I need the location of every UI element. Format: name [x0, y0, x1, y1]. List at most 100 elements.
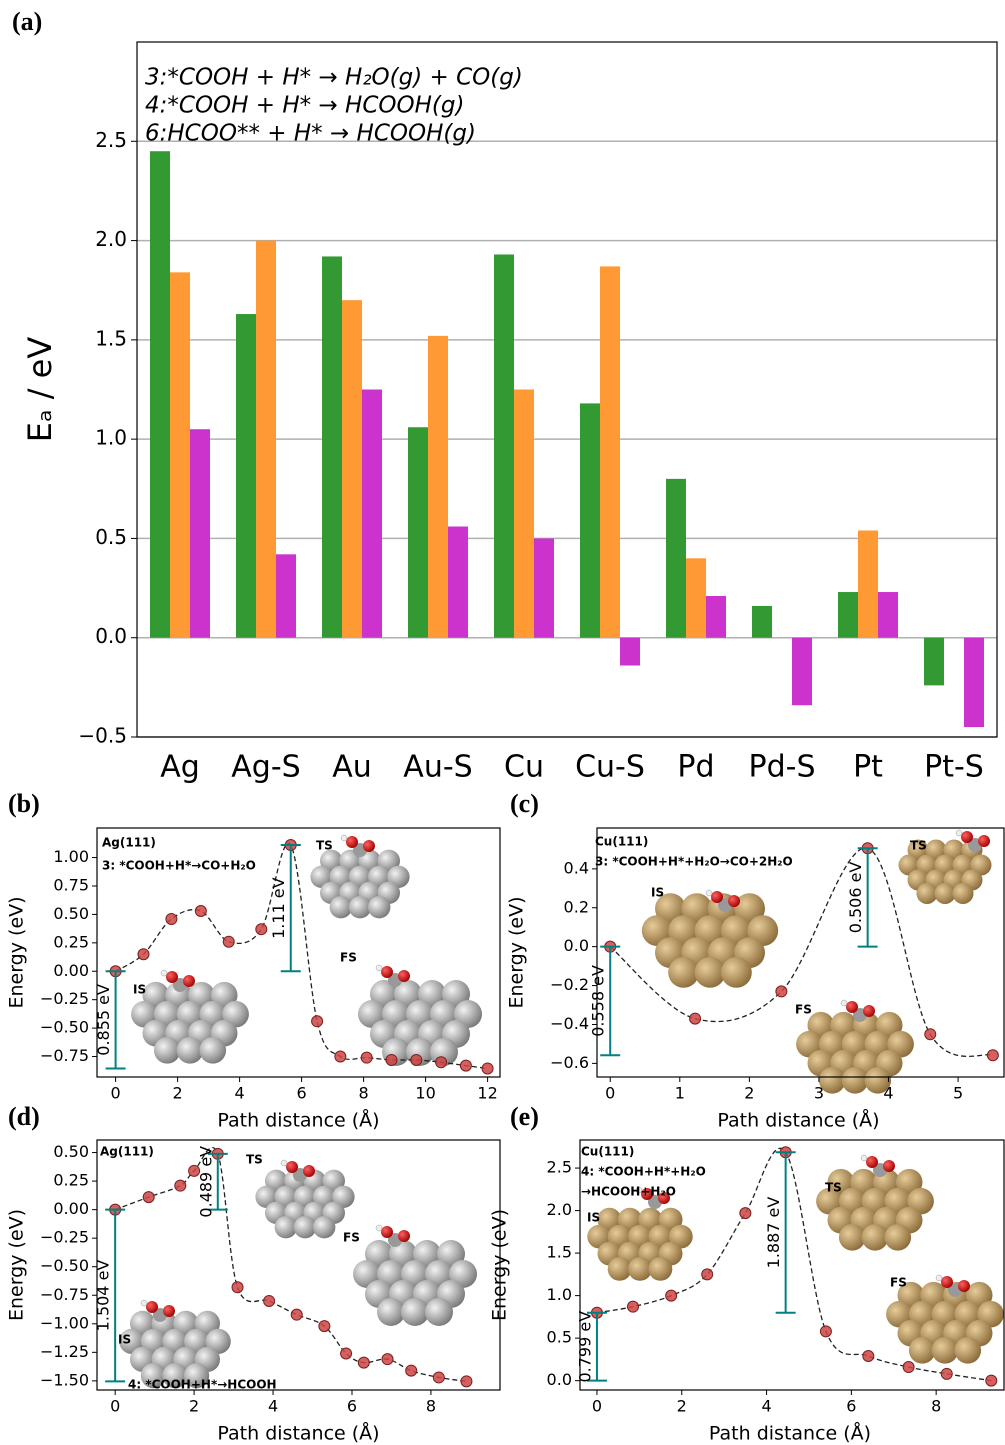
- x-tick-label: 2: [744, 1084, 754, 1103]
- annotation-text: Cu(111): [581, 1145, 634, 1159]
- data-point: [666, 1290, 677, 1301]
- data-point: [702, 1269, 713, 1280]
- data-point: [690, 1013, 701, 1024]
- x-axis-label: Path distance (Å): [217, 1422, 379, 1445]
- x-tick-label: 8: [426, 1397, 436, 1416]
- y-tick-label: −1.25: [40, 1342, 89, 1361]
- bar: [924, 638, 944, 686]
- bar: [666, 479, 686, 638]
- x-tick-label: 2: [189, 1397, 199, 1416]
- annotation-text: TS: [316, 839, 333, 853]
- bar: [494, 254, 514, 637]
- x-tick-label: 2: [173, 1084, 183, 1103]
- y-tick-label: 0.5: [547, 1328, 572, 1347]
- data-point: [820, 1326, 831, 1337]
- energy-label: 1.504 eV: [94, 1260, 113, 1332]
- y-tick-label: −0.6: [550, 1053, 589, 1072]
- data-point: [925, 1029, 936, 1040]
- x-tick-label: 8: [931, 1397, 941, 1416]
- y-tick-label: −0.5: [78, 724, 127, 748]
- y-tick-label: 0.5: [95, 525, 127, 549]
- y-tick-label: 2.5: [547, 1158, 572, 1177]
- bar: [428, 336, 448, 638]
- x-tick-label: 0: [110, 1397, 120, 1416]
- data-point: [358, 1357, 369, 1368]
- bar: [878, 592, 898, 638]
- panel-label: (a): [12, 7, 42, 36]
- bar: [752, 606, 772, 638]
- annotation-text: TS: [825, 1181, 842, 1195]
- annotation-text: 3: *COOH+H*→CO+H₂O: [102, 859, 256, 873]
- data-point: [319, 1321, 330, 1332]
- legend-entry: 3:*COOH + H* → H₂O(g) + CO(g): [145, 65, 523, 91]
- x-tick-label: 4: [883, 1084, 893, 1103]
- annotation-text: Cu(111): [595, 835, 648, 849]
- x-tick-label: 1: [675, 1084, 685, 1103]
- bar: [448, 527, 468, 638]
- x-tick-label: 0: [605, 1084, 615, 1103]
- y-tick-label: 1.0: [547, 1285, 572, 1304]
- panel-label: (c): [510, 789, 539, 818]
- data-point: [291, 1309, 302, 1320]
- x-tick-label: Cu-S: [575, 750, 645, 785]
- annotation-text: 4: *COOH+H*→HCOOH: [128, 1378, 277, 1392]
- y-tick-label: 0.0: [547, 1370, 572, 1389]
- data-point: [264, 1295, 275, 1306]
- x-tick-label: 4: [235, 1084, 245, 1103]
- y-tick-label: −0.4: [550, 1014, 589, 1033]
- panel-label: (d): [8, 1102, 40, 1131]
- x-tick-label: 5: [953, 1084, 963, 1103]
- energy-label: 1.11 eV: [269, 877, 288, 939]
- data-point: [223, 936, 234, 947]
- x-tick-label: Ag-S: [231, 750, 300, 785]
- annotation-text: IS: [587, 1211, 600, 1225]
- data-point: [987, 1050, 998, 1061]
- data-point: [433, 1372, 444, 1383]
- y-tick-label: −0.75: [40, 1285, 89, 1304]
- bar: [236, 314, 256, 638]
- bar: [150, 151, 170, 638]
- bar: [706, 596, 726, 638]
- bar: [514, 390, 534, 638]
- y-axis-label: Energy (eV): [506, 896, 528, 1008]
- bar: [580, 403, 600, 637]
- data-point: [986, 1375, 997, 1386]
- data-point: [143, 1192, 154, 1203]
- data-point: [386, 1054, 397, 1065]
- y-tick-label: 0.4: [564, 858, 589, 877]
- energy-label: 0.855 eV: [94, 984, 113, 1056]
- data-point: [482, 1063, 493, 1074]
- y-tick-label: 0.75: [53, 875, 89, 894]
- figure: (a)−0.50.00.51.01.52.02.5Eₐ / eVAgAg-SAu…: [0, 0, 1005, 1445]
- data-point: [312, 1016, 323, 1027]
- y-tick-label: −0.50: [40, 1256, 89, 1275]
- y-tick-label: 0.00: [53, 961, 89, 980]
- y-tick-label: 1.0: [95, 426, 127, 450]
- annotation-text: 3: *COOH+H*+H₂O→CO+2H₂O: [595, 855, 793, 869]
- annotation-text: IS: [118, 1333, 131, 1347]
- x-tick-label: 0: [592, 1397, 602, 1416]
- y-tick-label: 1.00: [53, 847, 89, 866]
- annotation-text: TS: [910, 839, 927, 853]
- bar: [322, 256, 342, 637]
- legend-entry: 6:HCOO** + H* → HCOOH(g): [145, 121, 476, 147]
- data-point: [776, 986, 787, 997]
- y-tick-label: −0.25: [40, 1228, 89, 1247]
- x-tick-label: 6: [846, 1397, 856, 1416]
- x-tick-label: 3: [814, 1084, 824, 1103]
- x-axis-label: Path distance (Å): [709, 1422, 871, 1445]
- x-tick-label: 4: [761, 1397, 771, 1416]
- y-tick-label: 1.5: [95, 326, 127, 350]
- y-tick-label: 1.5: [547, 1243, 572, 1262]
- x-tick-label: 0: [111, 1084, 121, 1103]
- data-point: [361, 1052, 372, 1063]
- y-axis-label: Eₐ / eV: [21, 337, 59, 443]
- annotation-text: Ag(111): [102, 836, 156, 850]
- bar: [362, 390, 382, 638]
- annotation-text: →HCOOH+H₂O: [581, 1185, 676, 1199]
- y-axis-label: Energy (eV): [489, 1209, 511, 1321]
- data-point: [863, 1350, 874, 1361]
- y-tick-label: 0.0: [564, 936, 589, 955]
- x-tick-label: Ag: [160, 750, 200, 785]
- data-point: [903, 1362, 914, 1373]
